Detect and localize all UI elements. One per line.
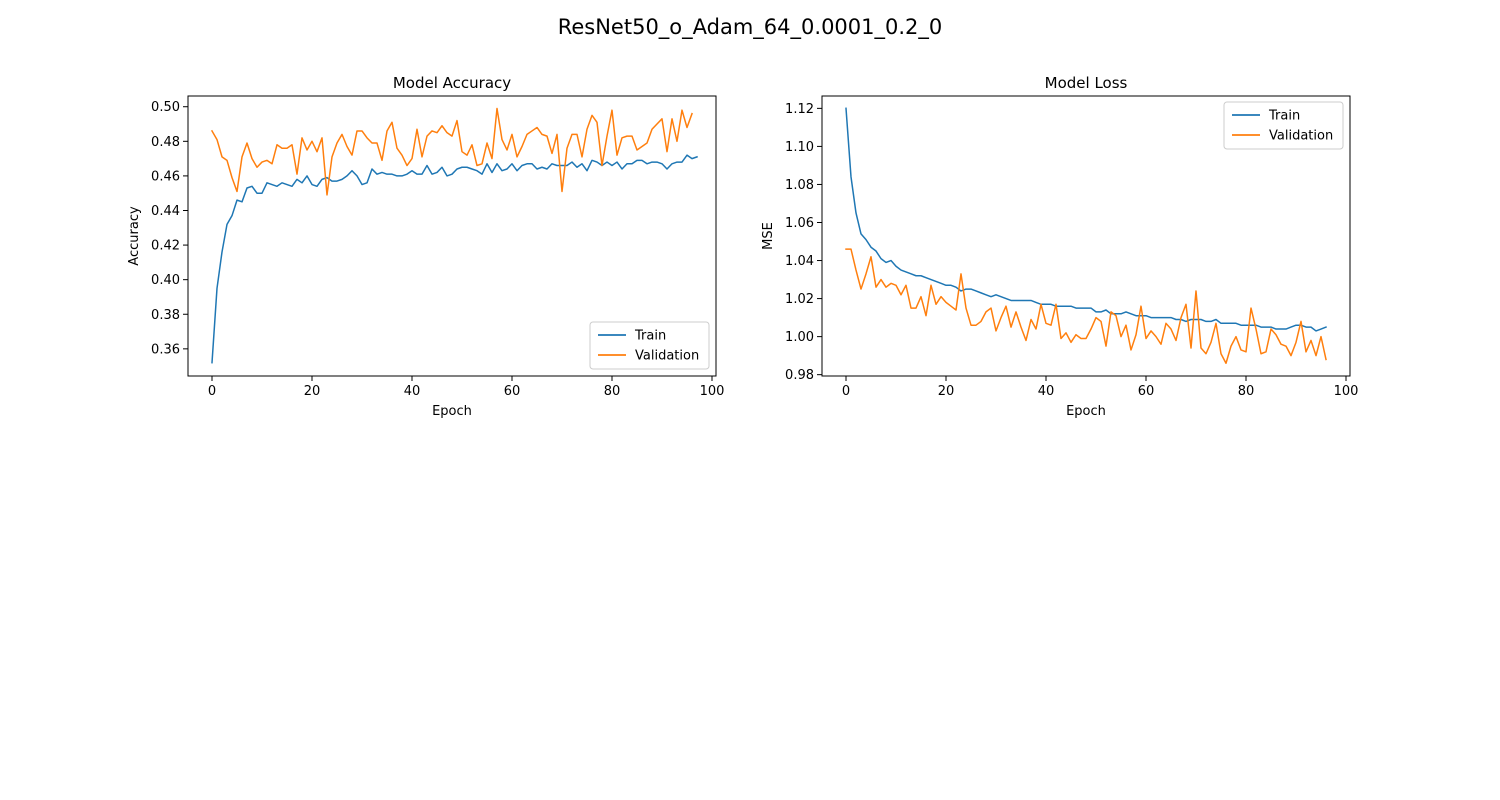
loss-legend-label-validation: Validation	[1269, 129, 1333, 144]
loss-series-train-line	[845, 107, 1327, 332]
accuracy-ytick-label: 0.46	[151, 169, 180, 184]
accuracy-ytick-label: 0.40	[151, 273, 180, 288]
accuracy-ylabel: Accuracy	[127, 206, 142, 266]
accuracy-xtick-label: 40	[404, 384, 421, 399]
loss-xlabel: Epoch	[1066, 404, 1106, 419]
loss-ytick-label: 1.06	[785, 216, 814, 231]
loss-ytick-label: 1.02	[785, 292, 814, 307]
loss-xtick-label: 0	[842, 384, 850, 399]
accuracy-legend-label-validation: Validation	[635, 349, 699, 364]
accuracy-subplot: Model Accuracy 0 20 40 60 80 100 0.36 0.38 0.40 0.…	[127, 74, 724, 419]
loss-ytick-label: 1.08	[785, 178, 814, 193]
accuracy-xtick-label: 80	[604, 384, 621, 399]
loss-series-validation-line	[845, 248, 1327, 365]
accuracy-xtick-label: 100	[700, 384, 725, 399]
loss-ytick-label: 0.98	[785, 368, 814, 383]
loss-legend: Train Validation	[1223, 101, 1344, 150]
loss-ytick-label: 1.10	[785, 140, 814, 155]
loss-xtick-label: 100	[1334, 384, 1359, 399]
loss-ytick-label: 1.12	[785, 102, 814, 117]
accuracy-ytick-label: 0.48	[151, 135, 180, 150]
accuracy-xlabel: Epoch	[432, 404, 472, 419]
accuracy-xtick-label: 60	[504, 384, 521, 399]
accuracy-legend-label-train: Train	[634, 329, 666, 344]
loss-ytick-label: 1.04	[785, 254, 814, 269]
loss-ylabel: MSE	[761, 222, 776, 250]
loss-xtick-label: 80	[1238, 384, 1255, 399]
loss-axes-frame	[821, 95, 1351, 377]
accuracy-title: Model Accuracy	[393, 74, 511, 92]
loss-xtick-label: 40	[1038, 384, 1055, 399]
loss-subplot: Model Loss 0 20 40 60 80 100 0.98 1.00 1.02 1.04 1.…	[761, 74, 1358, 419]
loss-legend-label-train: Train	[1268, 109, 1300, 124]
loss-title: Model Loss	[1045, 74, 1128, 92]
accuracy-ytick-label: 0.36	[151, 342, 180, 357]
accuracy-xtick-label: 0	[208, 384, 216, 399]
accuracy-legend-frame	[589, 321, 710, 370]
accuracy-legend: Train Validation	[589, 321, 710, 370]
accuracy-series-train-line	[211, 154, 698, 364]
accuracy-series-validation-line	[210, 107, 693, 196]
figure-suptitle: ResNet50_o_Adam_64_0.0001_0.2_0	[558, 15, 943, 40]
accuracy-ytick-label: 0.50	[151, 100, 180, 115]
loss-xtick-label: 60	[1138, 384, 1155, 399]
loss-xtick-label: 20	[938, 384, 955, 399]
accuracy-ytick-label: 0.38	[151, 308, 180, 323]
accuracy-ytick-label: 0.44	[151, 204, 180, 219]
loss-ytick-label: 1.00	[785, 330, 814, 345]
accuracy-xtick-label: 20	[304, 384, 321, 399]
accuracy-axes-frame	[187, 95, 717, 377]
loss-legend-frame	[1223, 101, 1344, 150]
accuracy-ytick-label: 0.42	[151, 239, 180, 254]
